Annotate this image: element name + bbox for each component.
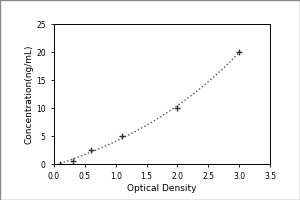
X-axis label: Optical Density: Optical Density [127, 184, 197, 193]
Y-axis label: Concentration(ng/mL): Concentration(ng/mL) [24, 44, 33, 144]
